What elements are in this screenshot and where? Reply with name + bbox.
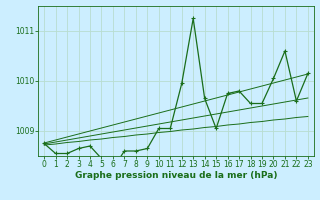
X-axis label: Graphe pression niveau de la mer (hPa): Graphe pression niveau de la mer (hPa) xyxy=(75,171,277,180)
